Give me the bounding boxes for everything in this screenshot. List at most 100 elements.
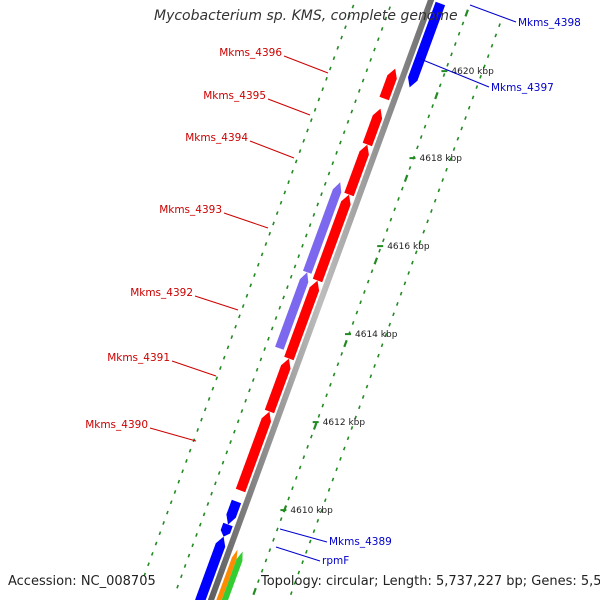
ruler-label: 4616 kbp [387,242,430,252]
tick-dot [293,580,297,585]
tick-dot [298,465,302,470]
tick-dot [438,83,442,88]
tick-dot [257,579,260,583]
tick-dot [183,564,187,568]
tick-dot [441,178,445,182]
tick-dot [154,541,158,546]
mkms-4396-gene[interactable] [379,68,397,101]
gene-label-mkms-4395[interactable]: Mkms_4395 [203,90,266,102]
purple-feature-4392[interactable] [275,272,309,350]
tick-dot [346,436,350,441]
ruler-label: 4610 kbp [290,506,333,516]
gene-label-mkms-4389[interactable]: Mkms_4389 [329,536,392,548]
ruler-label: 4620 kbp [451,67,494,77]
tick-dot [221,460,225,465]
tick-dot [249,283,253,288]
tick-dot [180,574,183,579]
tick-dot [312,529,316,534]
tick-dot [427,114,431,119]
tick-dot [411,260,414,265]
topology-text: Topology: circular; Length: 5,737,227 bp… [261,574,600,589]
tick-dot [248,388,251,393]
tick-dot [308,539,312,544]
tick-dot [260,568,264,573]
tick-dot [272,537,275,542]
tick-dot [240,409,244,413]
tick-dot [378,248,381,253]
gene-label-mkms-4392[interactable]: Mkms_4392 [130,287,193,299]
tick-dot [294,159,298,164]
gene-label-mkms-4390[interactable]: Mkms_4390 [85,419,148,431]
tick-dot [150,552,154,556]
gene-leader-line [194,295,239,311]
tick-dot [332,372,336,377]
tick-dot [423,124,427,129]
mkms-4392-gene[interactable] [284,280,320,361]
purple-feature-4393[interactable] [303,182,342,274]
tick-dot [339,456,342,461]
tick-dot [166,510,169,515]
gene-label-rpmf[interactable]: rpmF [322,555,349,567]
gene-leader-line [267,98,311,116]
tick-dot [323,498,327,503]
tick-dot [241,304,245,308]
gene-leader-line [249,140,295,159]
tick-dot [350,426,354,430]
tick-dot [260,252,264,257]
tick-dot [336,362,340,367]
tick-dot [446,62,450,67]
tick-dot [158,531,162,536]
tick-dot [325,76,328,81]
tick-dot [263,347,267,351]
mkms-4389-gene[interactable] [226,499,242,525]
mkms-4391-gene[interactable] [264,358,291,414]
tick-dot [177,479,181,484]
tick-dot [358,405,361,410]
tick-dot [395,302,399,306]
gene-label-mkms-4391[interactable]: Mkms_4391 [107,352,170,364]
tick-dot [275,527,279,532]
tick-dot [336,45,340,50]
gene-leader-line [149,427,197,442]
tick-dot [279,517,283,522]
tick-dot [181,469,184,474]
mkms-4395-gene[interactable] [362,108,383,147]
tick-dot [291,169,294,174]
tick-dot [286,285,289,290]
tick-dot [456,136,460,141]
tick-dot [245,293,249,298]
tick-dot [316,202,320,207]
tick-dot [287,496,291,501]
tick-dot [188,448,192,453]
gene-label-mkms-4397[interactable]: Mkms_4397 [491,82,554,94]
green-feature[interactable] [219,551,243,600]
tick-dot [191,543,195,548]
gene-labels-layer: Mkms_4398 Mkms_4397 Mkms_4396 Mkms_4395 Mkms… [85,4,581,567]
tick-dot [255,367,259,372]
blue-gene-bottom[interactable] [195,536,226,600]
mkms-4394-gene[interactable] [344,144,369,197]
tick-dot [354,415,357,420]
gene-label-mkms-4393[interactable]: Mkms_4393 [159,204,222,216]
gene-label-mkms-4396[interactable]: Mkms_4396 [219,47,282,59]
tick-dot [342,446,346,451]
mkms-4390-gene[interactable] [235,411,271,493]
accession-text: Accession: NC_008705 [8,574,156,589]
tick-dot [475,85,479,89]
tick-dot [302,455,306,460]
mkms-4397-gene[interactable] [408,1,446,88]
tick-dot [388,322,392,327]
gene-label-mkms-4394[interactable]: Mkms_4394 [185,132,248,144]
tick-dot [343,339,348,348]
tick-dot [327,171,331,176]
orange-feature[interactable] [214,549,238,600]
rpmf-gene[interactable] [220,522,233,537]
tick-dot [366,279,370,284]
tick-dot [321,87,325,92]
tick-dot [377,353,380,358]
mkms-4393-gene[interactable] [312,194,351,283]
gene-label-mkms-4398[interactable]: Mkms_4398 [518,17,581,29]
tick-dot [308,223,312,228]
tick-dot [196,428,200,432]
